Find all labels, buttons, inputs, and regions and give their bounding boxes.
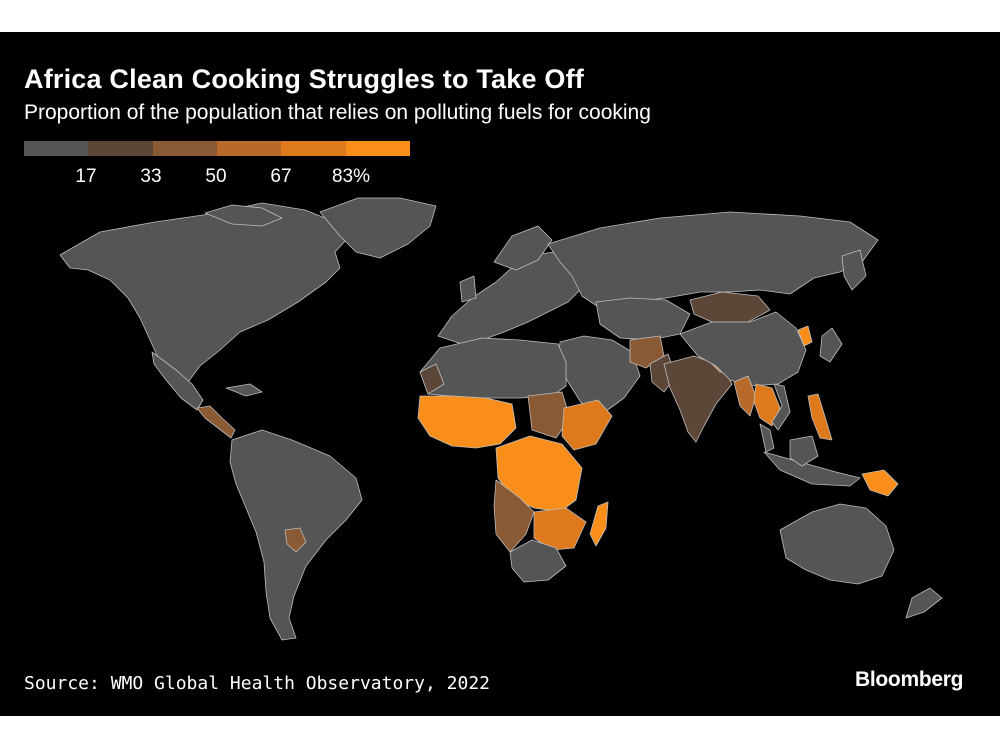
region-scandinavia [493, 225, 553, 271]
chart-subtitle: Proportion of the population that relies… [24, 101, 651, 124]
region-paraguay [284, 527, 307, 553]
region-western-sahara [419, 363, 445, 395]
source-note: Source: WMO Global Health Observatory, 2… [24, 673, 490, 694]
region-greenland [319, 197, 437, 259]
region-australia [779, 503, 895, 585]
region-malay-peninsula [759, 423, 775, 453]
region-british-isles [459, 275, 477, 303]
color-legend-bar [24, 141, 410, 156]
world-choropleth-map [59, 197, 943, 641]
region-china [679, 311, 807, 387]
legend-swatch-5 [281, 141, 346, 156]
region-myanmar [733, 375, 757, 417]
legend-tick-33: 33 [140, 166, 162, 187]
region-west-africa [417, 395, 517, 449]
region-southern-africa [509, 539, 567, 583]
legend-swatch-3 [152, 141, 217, 156]
region-laos-cambodia [753, 383, 781, 427]
region-north-america [59, 202, 349, 383]
chart-title: Africa Clean Cooking Struggles to Take O… [24, 64, 584, 94]
legend-swatch-1 [24, 141, 89, 156]
region-central-america [196, 405, 236, 439]
bloomberg-logo: Bloomberg [855, 668, 964, 691]
legend-tick-50: 50 [205, 166, 227, 187]
region-russia [547, 211, 879, 309]
legend-swatch-2 [88, 141, 153, 156]
region-madagascar [589, 501, 609, 547]
region-mexico [151, 351, 204, 411]
legend-tick-67: 67 [270, 166, 292, 187]
region-arctic-islands [204, 204, 283, 227]
region-japan [819, 327, 843, 363]
region-vietnam [771, 383, 791, 431]
region-kamchatka [841, 249, 867, 291]
region-mongolia [689, 291, 771, 323]
region-new-zealand [905, 587, 943, 619]
region-southeast-africa [533, 507, 587, 551]
region-angola-namibia [493, 479, 535, 553]
region-borneo [789, 435, 819, 467]
region-north-korea [797, 325, 813, 347]
region-papua-new-guinea [861, 469, 899, 497]
region-philippines [807, 393, 833, 441]
legend-swatch-6 [345, 141, 410, 156]
region-horn-of-africa [561, 399, 613, 451]
region-north-africa [419, 337, 567, 399]
legend-tick-83: 83% [331, 166, 371, 187]
region-central-asia [595, 297, 691, 341]
legend-swatch-4 [216, 141, 282, 156]
region-caribbean [225, 383, 263, 397]
legend-tick-17: 17 [75, 166, 97, 187]
